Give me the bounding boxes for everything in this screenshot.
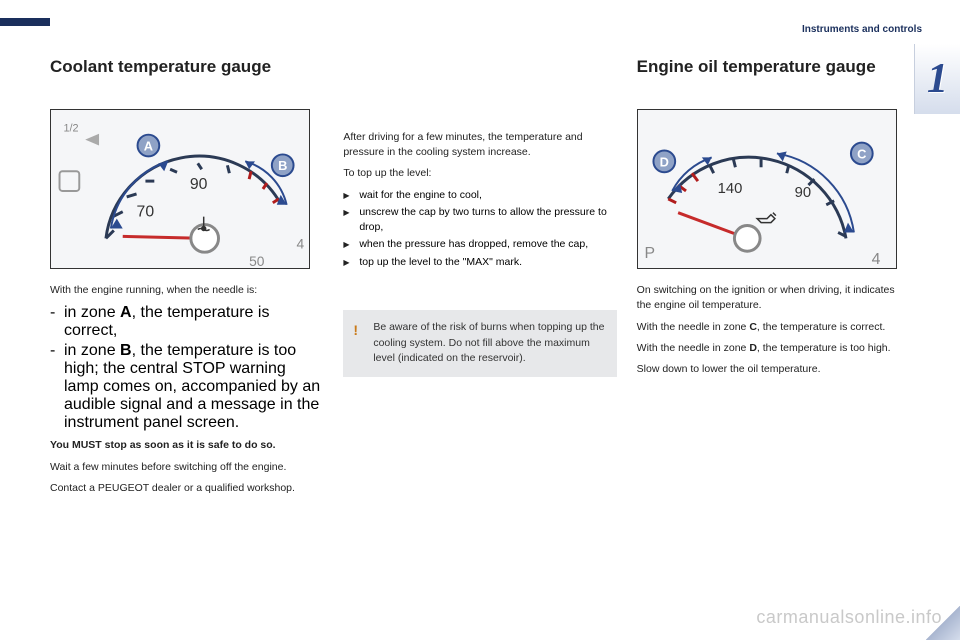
header-accent-bar <box>0 18 50 26</box>
txt: , the temperature is correct. <box>757 321 885 333</box>
step-2: unscrew the cap by two turns to allow th… <box>343 205 616 235</box>
svg-text:D: D <box>659 155 668 170</box>
step-1: wait for the engine to cool, <box>343 188 616 203</box>
svg-text:B: B <box>278 158 287 173</box>
svg-text:70: 70 <box>137 204 155 221</box>
svg-text:A: A <box>144 139 153 154</box>
coolant-gauge-figure: 1/2 50 4 <box>50 109 310 269</box>
svg-text:4: 4 <box>871 251 880 268</box>
breadcrumb: Instruments and controls <box>802 24 922 35</box>
warning-box: ! Be aware of the risk of burns when top… <box>343 310 616 377</box>
bullet-zone-b: in zone B, the temperature is too high; … <box>50 342 323 432</box>
svg-text:P: P <box>644 245 655 262</box>
txt: With the needle in zone <box>637 342 750 354</box>
step-4: top up the level to the "MAX" mark. <box>343 255 616 270</box>
oil-gauge-figure: P 4 140 90 <box>637 109 897 269</box>
svg-text:90: 90 <box>190 176 208 193</box>
txt: , the temperature is too high. <box>757 342 891 354</box>
page-corner-decor <box>926 606 960 640</box>
zone-c-label: C <box>749 321 757 333</box>
warning-text: Be aware of the risk of burns when toppi… <box>373 321 604 365</box>
coolant-wait: Wait a few minutes before switching off … <box>50 460 323 475</box>
oil-p2: With the needle in zone C, the temperatu… <box>637 320 910 335</box>
warning-icon: ! <box>353 320 358 341</box>
zone-a-label: A <box>120 304 132 321</box>
topup-lead: To top up the level: <box>343 166 616 181</box>
column-topup: After driving for a few minutes, the tem… <box>343 56 616 502</box>
txt: With the needle in zone <box>637 321 750 333</box>
heading-oil: Engine oil temperature gauge <box>637 56 910 77</box>
zone-d-label: D <box>749 342 757 354</box>
content-columns: Coolant temperature gauge 1/2 50 4 <box>50 56 910 502</box>
coolant-intro: With the engine running, when the needle… <box>50 283 323 298</box>
coolant-stop-warning: You MUST stop as soon as it is safe to d… <box>50 438 323 453</box>
bullet-zone-a: in zone A, the temperature is correct, <box>50 304 323 340</box>
txt: in zone <box>64 342 120 359</box>
svg-text:4: 4 <box>297 236 305 252</box>
watermark: carmanualsonline.info <box>756 607 942 628</box>
zone-b-label: B <box>120 342 132 359</box>
txt: in zone <box>64 304 120 321</box>
oil-p3: With the needle in zone D, the temperatu… <box>637 341 910 356</box>
step-3: when the pressure has dropped, remove th… <box>343 237 616 252</box>
svg-text:1/2: 1/2 <box>63 123 78 135</box>
svg-text:50: 50 <box>249 253 265 268</box>
svg-text:C: C <box>857 147 866 162</box>
topup-steps: wait for the engine to cool, unscrew the… <box>343 188 616 270</box>
oil-p1: On switching on the ignition or when dri… <box>637 283 910 313</box>
oil-p4: Slow down to lower the oil temperature. <box>637 362 910 377</box>
chapter-number: 1 <box>927 55 948 103</box>
svg-text:90: 90 <box>794 185 810 201</box>
coolant-contact: Contact a PEUGEOT dealer or a qualified … <box>50 481 323 496</box>
coolant-bullets: in zone A, the temperature is correct, i… <box>50 304 323 432</box>
topup-intro: After driving for a few minutes, the tem… <box>343 130 616 160</box>
column-oil: Engine oil temperature gauge P 4 <box>637 56 910 502</box>
column-coolant: Coolant temperature gauge 1/2 50 4 <box>50 56 323 502</box>
chapter-badge: 1 <box>914 44 960 114</box>
heading-coolant: Coolant temperature gauge <box>50 56 323 77</box>
svg-text:140: 140 <box>717 181 742 197</box>
